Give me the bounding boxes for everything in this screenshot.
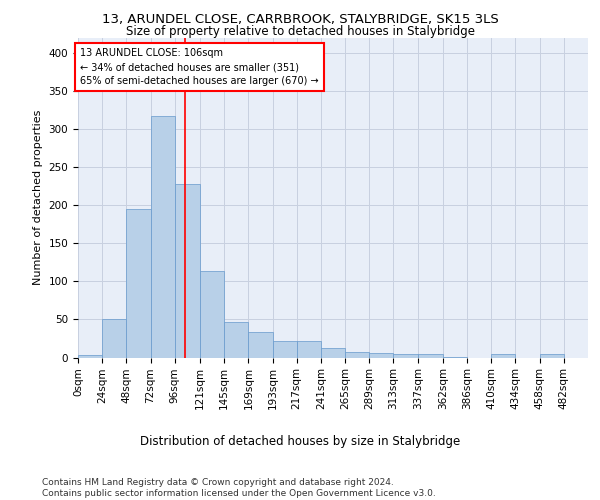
Bar (321, 348, 345, 358)
Bar (175, 184, 200, 358)
Bar (394, 354, 418, 358)
Text: Distribution of detached houses by size in Stalybridge: Distribution of detached houses by size … (140, 435, 460, 448)
Bar (200, 270, 224, 358)
Bar (443, 356, 467, 358)
Bar (369, 353, 394, 358)
Text: Contains HM Land Registry data © Crown copyright and database right 2024.
Contai: Contains HM Land Registry data © Crown c… (42, 478, 436, 498)
Text: Size of property relative to detached houses in Stalybridge: Size of property relative to detached ho… (125, 25, 475, 38)
Bar (539, 354, 564, 358)
Bar (127, 209, 151, 358)
Bar (297, 340, 321, 357)
Text: 13, ARUNDEL CLOSE, CARRBROOK, STALYBRIDGE, SK15 3LS: 13, ARUNDEL CLOSE, CARRBROOK, STALYBRIDG… (101, 12, 499, 26)
Bar (224, 322, 248, 358)
Text: 13 ARUNDEL CLOSE: 106sqm
← 34% of detached houses are smaller (351)
65% of semi-: 13 ARUNDEL CLOSE: 106sqm ← 34% of detach… (80, 48, 319, 86)
Bar (491, 354, 515, 358)
Bar (102, 318, 127, 358)
Bar (272, 340, 297, 357)
Y-axis label: Number of detached properties: Number of detached properties (33, 110, 43, 285)
Bar (345, 352, 369, 358)
Bar (248, 332, 272, 357)
Bar (78, 355, 102, 358)
Bar (151, 116, 175, 358)
Bar (418, 354, 443, 358)
